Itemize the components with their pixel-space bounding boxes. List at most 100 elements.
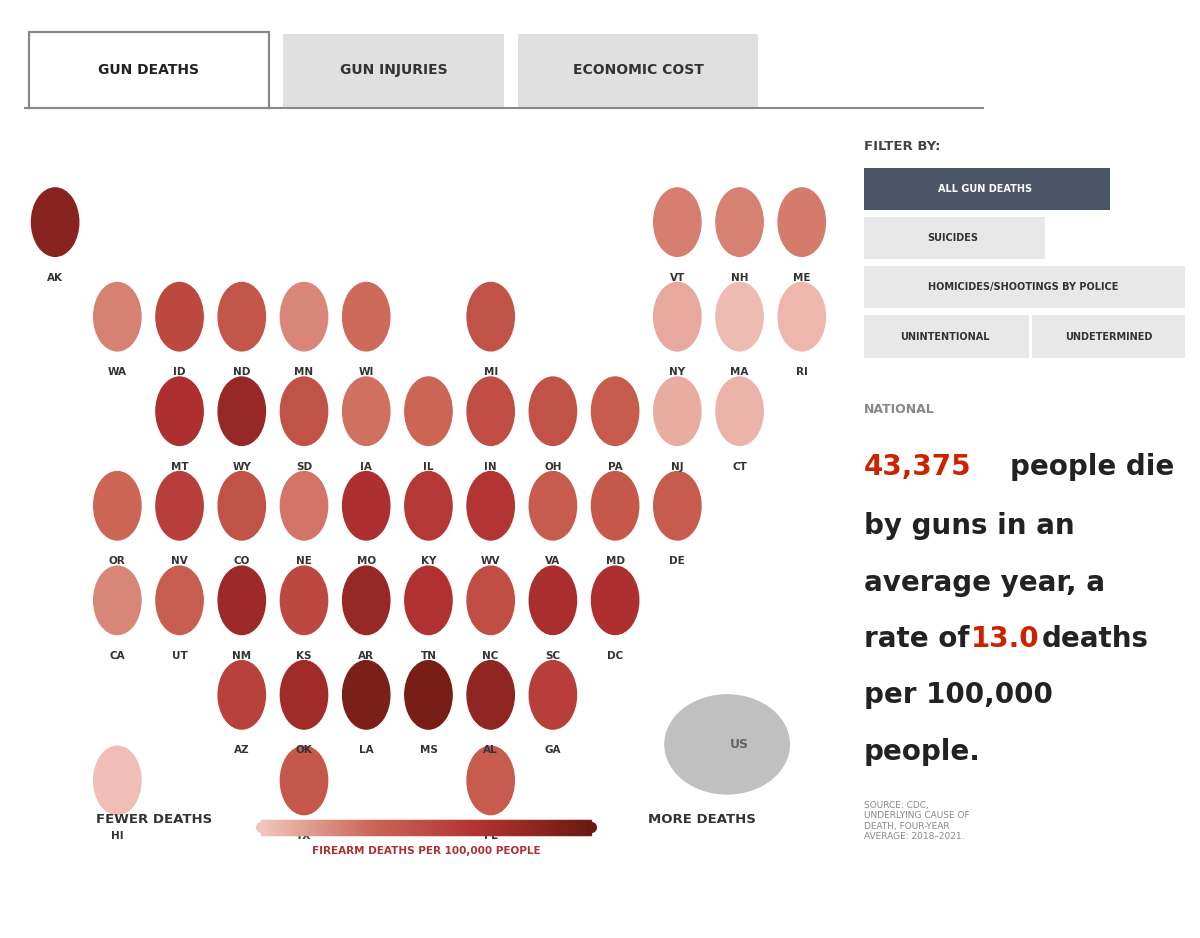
Text: HOMICIDES/SHOOTINGS BY POLICE: HOMICIDES/SHOOTINGS BY POLICE [928,282,1118,293]
Circle shape [218,567,265,634]
Text: FILTER BY:: FILTER BY: [864,140,941,153]
Text: deaths: deaths [1042,625,1150,653]
Circle shape [218,472,265,540]
Text: IL: IL [424,461,433,472]
Text: rate of: rate of [864,625,979,653]
Text: ME: ME [793,273,810,282]
Circle shape [342,282,390,351]
Circle shape [654,377,701,446]
Text: 13.0: 13.0 [971,625,1039,653]
Circle shape [716,377,763,446]
Circle shape [281,567,328,634]
Text: US: US [730,738,749,751]
Text: MT: MT [170,461,188,472]
Circle shape [404,472,452,540]
Text: ID: ID [173,367,186,377]
Text: IA: IA [360,461,372,472]
Circle shape [654,472,701,540]
Text: people.: people. [864,737,980,765]
Circle shape [529,567,576,634]
Text: CT: CT [732,461,746,472]
Text: FEWER DEATHS: FEWER DEATHS [96,813,212,826]
Text: WY: WY [233,461,251,472]
Circle shape [716,282,763,351]
Circle shape [342,567,390,634]
Text: SUICIDES: SUICIDES [928,233,979,243]
Text: WV: WV [481,556,500,567]
Text: SOURCE: CDC,
UNDERLYING CAUSE OF
DEATH, FOUR-YEAR
AVERAGE: 2018–2021.: SOURCE: CDC, UNDERLYING CAUSE OF DEATH, … [864,801,970,841]
Circle shape [529,472,576,540]
Text: SD: SD [296,461,312,472]
Text: average year, a: average year, a [864,568,1105,597]
Text: 43,375: 43,375 [864,453,972,480]
Text: SC: SC [545,651,560,660]
Circle shape [404,660,452,729]
Text: NC: NC [482,651,499,660]
FancyBboxPatch shape [860,266,1184,309]
Text: ND: ND [233,367,251,377]
Text: per 100,000: per 100,000 [864,681,1052,709]
Circle shape [156,282,203,351]
Circle shape [342,472,390,540]
FancyBboxPatch shape [860,217,1045,259]
Text: RI: RI [796,367,808,377]
FancyBboxPatch shape [860,315,1030,357]
Text: TN: TN [420,651,437,660]
Text: KY: KY [421,556,436,567]
Circle shape [94,282,140,351]
Text: GUN INJURIES: GUN INJURIES [340,64,448,77]
Text: MORE DEATHS: MORE DEATHS [648,813,756,826]
Text: FIREARM DEATHS PER 100,000 PEOPLE: FIREARM DEATHS PER 100,000 PEOPLE [312,845,540,855]
Circle shape [342,660,390,729]
Text: LA: LA [359,746,373,755]
Text: NY: NY [670,367,685,377]
Circle shape [404,567,452,634]
Text: NM: NM [233,651,251,660]
Circle shape [218,377,265,446]
Circle shape [156,472,203,540]
Text: PA: PA [607,461,623,472]
Circle shape [654,282,701,351]
Text: IN: IN [485,461,497,472]
Circle shape [281,282,328,351]
Circle shape [778,188,826,256]
Circle shape [281,747,328,814]
Text: NE: NE [296,556,312,567]
Text: TX: TX [296,831,312,840]
Circle shape [592,567,638,634]
Circle shape [467,567,515,634]
Text: AL: AL [484,746,498,755]
Text: MD: MD [606,556,625,567]
Circle shape [281,377,328,446]
Circle shape [94,472,140,540]
Circle shape [218,282,265,351]
Circle shape [156,377,203,446]
Circle shape [281,472,328,540]
Text: OR: OR [109,556,126,567]
Text: MN: MN [294,367,313,377]
FancyBboxPatch shape [283,34,504,109]
Text: NH: NH [731,273,749,282]
Text: AK: AK [47,273,64,282]
Text: MI: MI [484,367,498,377]
FancyBboxPatch shape [860,168,1110,210]
FancyBboxPatch shape [29,33,269,109]
Text: ALL GUN DEATHS: ALL GUN DEATHS [938,184,1032,194]
Text: CO: CO [234,556,250,567]
Text: UT: UT [172,651,187,660]
Circle shape [467,747,515,814]
Text: by guns in an: by guns in an [864,512,1075,540]
Text: MS: MS [420,746,437,755]
Text: DC: DC [607,651,623,660]
Circle shape [94,747,140,814]
Text: VT: VT [670,273,685,282]
Text: DE: DE [670,556,685,567]
Text: WI: WI [359,367,374,377]
Text: NJ: NJ [671,461,684,472]
Circle shape [778,282,826,351]
Text: NATIONAL: NATIONAL [864,403,935,416]
Text: OK: OK [295,746,312,755]
Circle shape [592,377,638,446]
Text: AR: AR [359,651,374,660]
Circle shape [654,188,701,256]
